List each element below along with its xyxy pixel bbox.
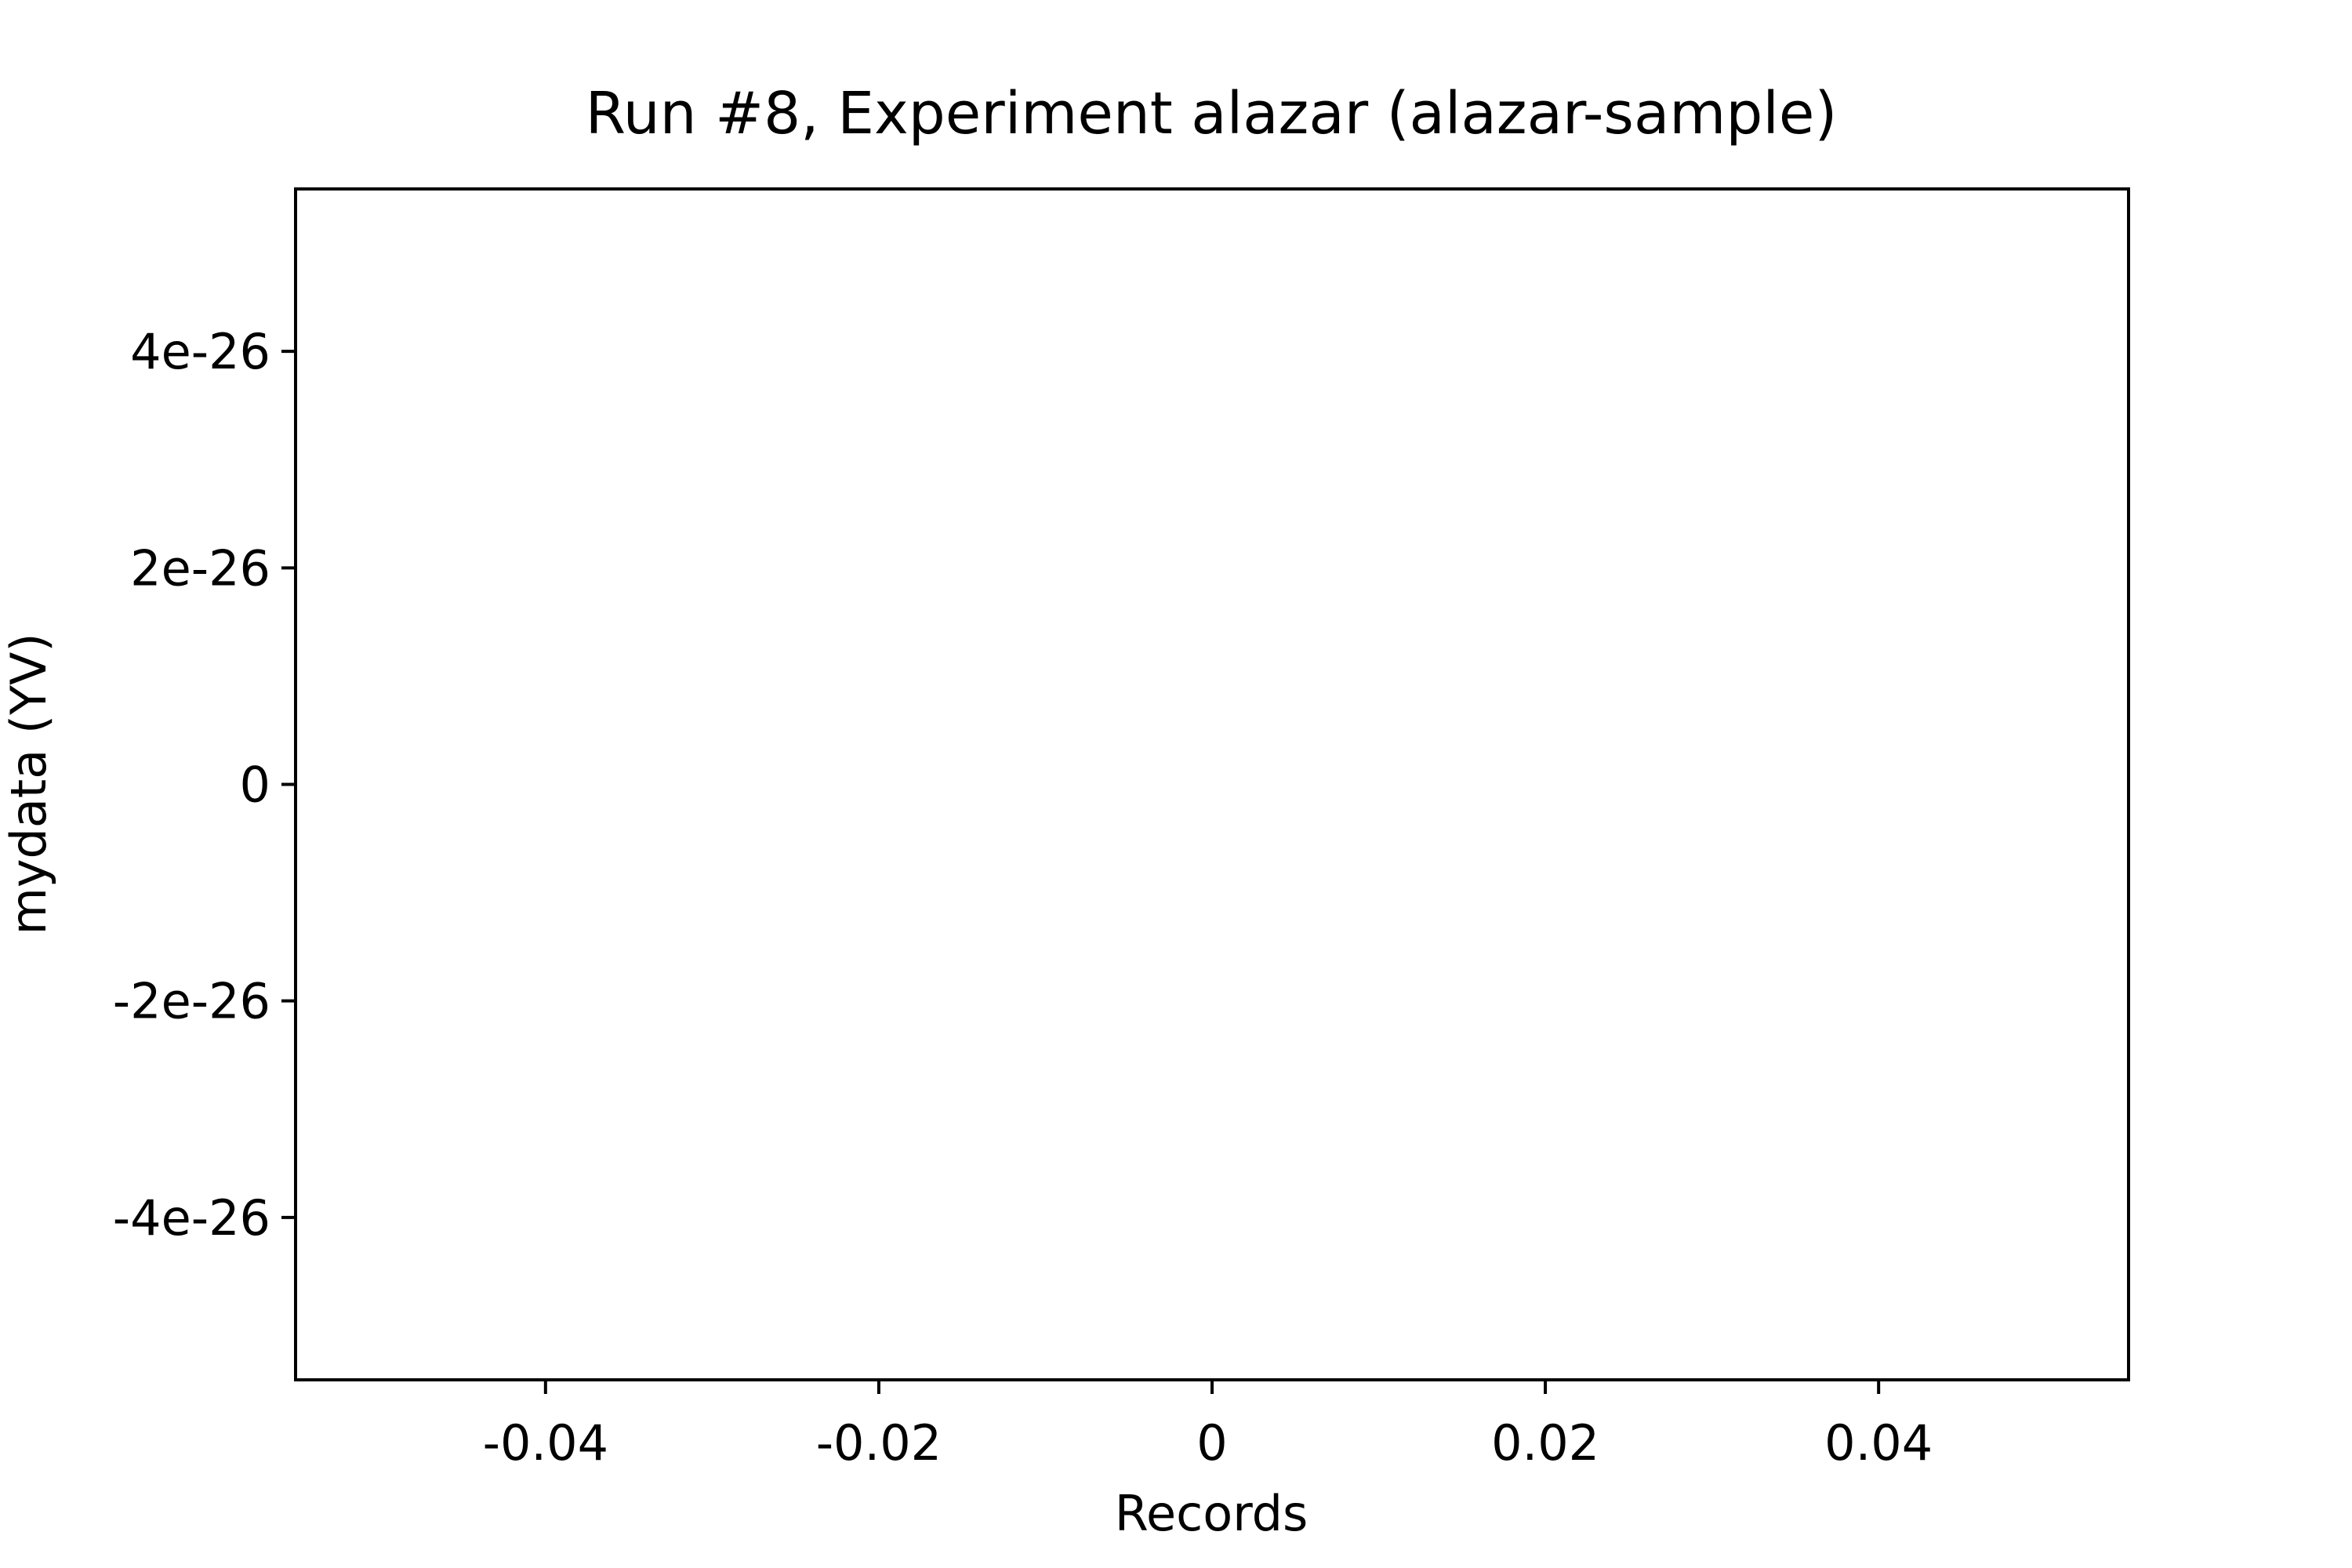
- x-axis-label: Records: [1115, 1485, 1308, 1542]
- x-tick-label: -0.04: [483, 1414, 608, 1472]
- y-tick-label: -4e-26: [113, 1189, 270, 1247]
- y-tick-label: 0: [240, 757, 270, 814]
- x-tick-label: 0: [1196, 1414, 1227, 1472]
- x-tick-label: 0.02: [1491, 1414, 1599, 1472]
- x-tick-label: 0.04: [1824, 1414, 1933, 1472]
- y-axis-ticks: 4e-26 2e-26 0 -2e-26 -4e-26: [113, 323, 296, 1247]
- x-tick-label: -0.02: [816, 1414, 942, 1472]
- chart-title: Run #8, Experiment alazar (alazar-sample…: [586, 80, 1838, 147]
- y-tick-label: 2e-26: [130, 539, 270, 597]
- y-axis-label: mydata (YV): [0, 633, 57, 935]
- x-axis-ticks: -0.04 -0.02 0 0.02 0.04: [483, 1380, 1933, 1472]
- y-tick-label: -2e-26: [113, 973, 270, 1030]
- y-tick-label: 4e-26: [130, 323, 270, 380]
